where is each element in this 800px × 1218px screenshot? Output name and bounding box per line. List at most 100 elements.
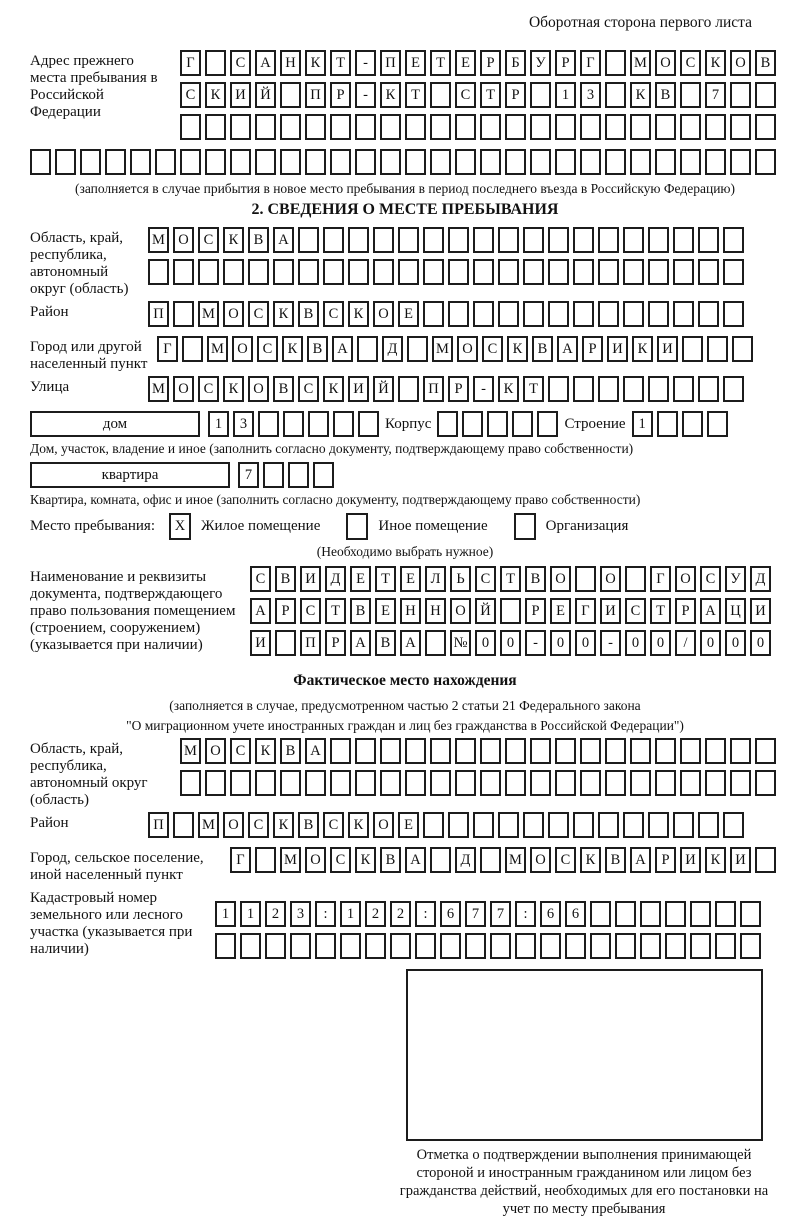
char-cell[interactable]: Н (400, 598, 421, 624)
char-cell[interactable]: Г (575, 598, 596, 624)
char-cell[interactable] (555, 770, 576, 796)
char-cell[interactable]: О (223, 301, 244, 327)
char-cell[interactable] (648, 812, 669, 838)
char-cell[interactable]: В (298, 301, 319, 327)
char-cell[interactable]: К (305, 50, 326, 76)
char-cell[interactable]: 2 (265, 901, 286, 927)
char-cell[interactable]: И (750, 598, 771, 624)
char-cell[interactable]: С (180, 82, 201, 108)
char-cell[interactable]: 3 (580, 82, 601, 108)
char-cell[interactable] (255, 770, 276, 796)
char-cell[interactable]: У (725, 566, 746, 592)
char-cell[interactable]: К (348, 301, 369, 327)
char-cell[interactable] (380, 114, 401, 140)
char-cell[interactable]: А (250, 598, 271, 624)
char-cell[interactable] (423, 227, 444, 253)
char-cell[interactable]: С (482, 336, 503, 362)
char-cell[interactable]: П (305, 82, 326, 108)
char-cell[interactable] (473, 227, 494, 253)
char-cell[interactable]: Р (525, 598, 546, 624)
char-cell[interactable] (480, 149, 501, 175)
char-cell[interactable] (555, 149, 576, 175)
char-cell[interactable]: 3 (290, 901, 311, 927)
char-cell[interactable] (398, 259, 419, 285)
char-cell[interactable] (605, 738, 626, 764)
char-cell[interactable] (298, 259, 319, 285)
char-cell[interactable] (480, 847, 501, 873)
char-cell[interactable] (448, 301, 469, 327)
char-cell[interactable] (263, 462, 284, 488)
char-cell[interactable]: И (680, 847, 701, 873)
char-cell[interactable] (640, 933, 661, 959)
char-cell[interactable] (730, 770, 751, 796)
char-cell[interactable] (630, 770, 651, 796)
char-cell[interactable] (280, 114, 301, 140)
char-cell[interactable]: М (180, 738, 201, 764)
char-cell[interactable] (405, 149, 426, 175)
char-cell[interactable]: 0 (700, 630, 721, 656)
char-cell[interactable] (630, 114, 651, 140)
char-cell[interactable]: К (273, 301, 294, 327)
char-cell[interactable] (673, 259, 694, 285)
char-cell[interactable]: О (173, 227, 194, 253)
char-cell[interactable] (523, 259, 544, 285)
char-cell[interactable] (623, 376, 644, 402)
char-cell[interactable]: К (632, 336, 653, 362)
char-cell[interactable]: 6 (540, 901, 561, 927)
char-cell[interactable] (308, 411, 329, 437)
char-cell[interactable] (615, 933, 636, 959)
char-cell[interactable] (288, 462, 309, 488)
char-cell[interactable] (705, 149, 726, 175)
char-cell[interactable] (290, 933, 311, 959)
char-cell[interactable]: М (148, 227, 169, 253)
char-cell[interactable] (523, 301, 544, 327)
char-cell[interactable] (407, 336, 428, 362)
char-cell[interactable]: Е (398, 812, 419, 838)
char-cell[interactable]: В (380, 847, 401, 873)
char-cell[interactable]: Р (675, 598, 696, 624)
char-cell[interactable]: И (230, 82, 251, 108)
char-cell[interactable]: О (675, 566, 696, 592)
char-cell[interactable] (706, 411, 728, 437)
char-cell[interactable]: М (207, 336, 228, 362)
char-cell[interactable] (430, 149, 451, 175)
char-cell[interactable] (305, 770, 326, 796)
char-cell[interactable] (655, 770, 676, 796)
char-cell[interactable] (698, 812, 719, 838)
char-cell[interactable] (333, 411, 354, 437)
char-cell[interactable]: А (557, 336, 578, 362)
char-cell[interactable]: М (432, 336, 453, 362)
char-cell[interactable] (523, 812, 544, 838)
char-cell[interactable] (530, 149, 551, 175)
char-cell[interactable]: 1 (208, 411, 229, 437)
char-cell[interactable] (673, 812, 694, 838)
char-cell[interactable] (590, 933, 611, 959)
char-cell[interactable]: К (223, 227, 244, 253)
char-cell[interactable] (740, 933, 761, 959)
char-cell[interactable] (505, 738, 526, 764)
char-cell[interactable] (705, 770, 726, 796)
char-cell[interactable]: С (323, 301, 344, 327)
char-cell[interactable]: Е (400, 566, 421, 592)
char-cell[interactable] (313, 462, 334, 488)
char-cell[interactable]: О (223, 812, 244, 838)
char-cell[interactable] (698, 227, 719, 253)
char-cell[interactable]: И (730, 847, 751, 873)
char-cell[interactable]: 0 (650, 630, 671, 656)
char-cell[interactable]: С (250, 566, 271, 592)
char-cell[interactable] (500, 598, 521, 624)
char-cell[interactable] (573, 376, 594, 402)
char-cell[interactable] (680, 770, 701, 796)
char-cell[interactable]: С (248, 301, 269, 327)
char-cell[interactable]: Д (325, 566, 346, 592)
char-cell[interactable] (415, 933, 436, 959)
char-cell[interactable]: П (300, 630, 321, 656)
char-cell[interactable] (255, 149, 276, 175)
char-cell[interactable] (698, 301, 719, 327)
char-cell[interactable] (655, 114, 676, 140)
char-cell[interactable]: Е (350, 566, 371, 592)
char-cell[interactable]: Д (750, 566, 771, 592)
char-cell[interactable]: С (230, 50, 251, 76)
char-cell[interactable]: С (455, 82, 476, 108)
char-cell[interactable]: П (148, 812, 169, 838)
